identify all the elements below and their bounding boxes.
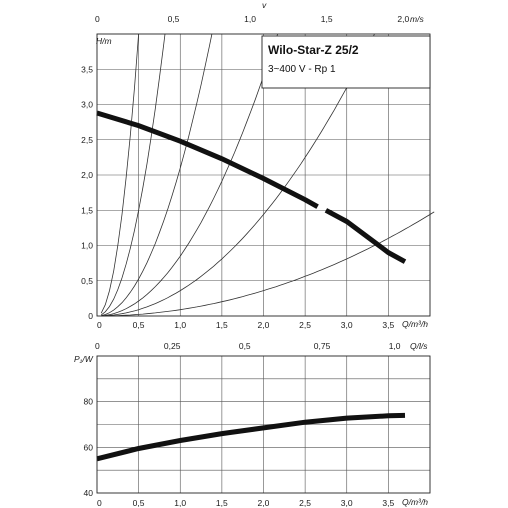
x-tick-label: 1,0: [174, 498, 186, 508]
velocity-tick-label: 2,0: [397, 14, 409, 24]
velocity-tick-label: 0,5: [168, 14, 180, 24]
x-tick-label: 1,0: [174, 320, 186, 330]
flow-ls-tick-label: 0,5: [239, 341, 251, 351]
power-chart-ticks: 0 0,5 1,0 1,5 2,0 2,5 3,0 3,5 40 60 80 0 0,25 0,5 0,75…: [84, 341, 401, 508]
x-tick-label: 0: [97, 498, 102, 508]
x-tick-label: 3,0: [341, 498, 353, 508]
head-x-axis-label: Q/m³/h: [402, 319, 428, 329]
head-curve-chart: Wilo-Star-Z 25/2 3~400 V - Rp 1 H/m Q/m³…: [81, 0, 435, 330]
flow-ls-tick-label: 1,0: [389, 341, 401, 351]
system-curve: [100, 33, 166, 316]
system-curve: [101, 33, 278, 317]
system-curve: [101, 33, 213, 316]
system-curve: [101, 33, 375, 317]
x-tick-label: 1,5: [216, 498, 228, 508]
head-curve-line: [324, 208, 407, 264]
x-tick-label: 2,5: [299, 498, 311, 508]
chart-subtitle: 3~400 V - Rp 1: [268, 64, 336, 75]
power-y-axis-label: P₁/W: [74, 354, 94, 364]
system-curves: [100, 33, 435, 317]
head-y-axis-label: H/m: [96, 36, 112, 46]
flow-ls-axis-unit: Q/l/s: [410, 341, 428, 351]
velocity-axis-label: v: [262, 0, 267, 10]
x-tick-label: 2,5: [299, 320, 311, 330]
y-tick-label: 2,5: [81, 135, 93, 145]
y-tick-label: 1,5: [81, 205, 93, 215]
head-curve-series: [96, 110, 407, 264]
y-tick-label: 3,5: [81, 64, 93, 74]
system-curve: [101, 211, 435, 317]
power-curve-series: [96, 412, 406, 462]
y-tick-label: 0: [88, 311, 93, 321]
y-tick-label: 0,5: [81, 276, 93, 286]
y-tick-label: 40: [84, 488, 94, 498]
y-tick-label: 60: [84, 442, 94, 452]
title-box: [261, 35, 431, 89]
x-tick-label: 3,5: [382, 320, 394, 330]
head-chart-frame: [96, 33, 431, 317]
x-tick-label: 0,5: [133, 498, 145, 508]
y-tick-label: 80: [84, 397, 94, 407]
y-tick-label: 3,0: [81, 100, 93, 110]
head-curve-line: [96, 110, 319, 209]
flow-ls-tick-label: 0,75: [314, 341, 331, 351]
x-tick-label: 0,5: [133, 320, 145, 330]
power-chart-frame: [96, 355, 431, 494]
velocity-axis-unit: m/s: [410, 14, 424, 24]
x-tick-label: 1,5: [216, 320, 228, 330]
flow-ls-tick-label: 0: [95, 341, 100, 351]
x-tick-label: 2,0: [258, 498, 270, 508]
y-tick-label: 2,0: [81, 170, 93, 180]
power-chart-grid: [97, 356, 430, 493]
velocity-tick-label: 1,0: [244, 14, 256, 24]
power-x-axis-label: Q/m³/h: [402, 497, 428, 507]
flow-ls-tick-label: 0,25: [164, 341, 181, 351]
x-tick-label: 0: [97, 320, 102, 330]
power-curve-line: [96, 412, 406, 462]
chart-title: Wilo-Star-Z 25/2: [268, 43, 359, 57]
system-curve: [100, 33, 139, 314]
y-tick-label: 1,0: [81, 241, 93, 251]
head-chart-ticks: 0 0,5 1,0 1,5 2,0 2,5 3,0 3,5 0 0,5 1,0 1,5 2,0 2,5 3,…: [81, 14, 409, 330]
power-curve-chart: P₁/W Q/m³/h Q/l/s 0 0,5 1,0 1,5 2,0 2,5 3,0 3,5…: [74, 341, 431, 508]
velocity-tick-label: 0: [95, 14, 100, 24]
x-tick-label: 3,0: [341, 320, 353, 330]
x-tick-label: 2,0: [258, 320, 270, 330]
velocity-tick-label: 1,5: [321, 14, 333, 24]
x-tick-label: 3,5: [382, 498, 394, 508]
